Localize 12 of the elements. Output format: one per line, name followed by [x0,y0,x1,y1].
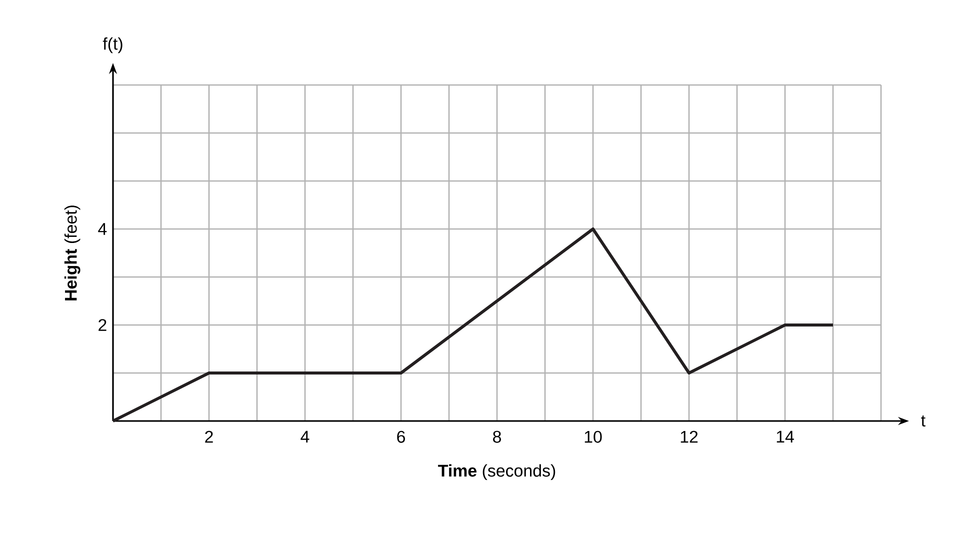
x-tick-label: 6 [397,430,405,443]
line-series [112,228,835,422]
x-tick-label: 10 [584,430,602,443]
text: f(t) [102,37,122,54]
x-tick-label: 8 [493,430,501,443]
x-tick-label: 14 [776,430,794,442]
x-tick-label: 12 [680,430,698,443]
text: t [921,415,926,427]
x-tick-label: 4 [300,430,310,442]
x-axis-title: Time (seconds) [438,464,556,480]
x-tick-label: 2 [205,430,213,443]
y-axis-title: Height (feet) [64,206,80,300]
